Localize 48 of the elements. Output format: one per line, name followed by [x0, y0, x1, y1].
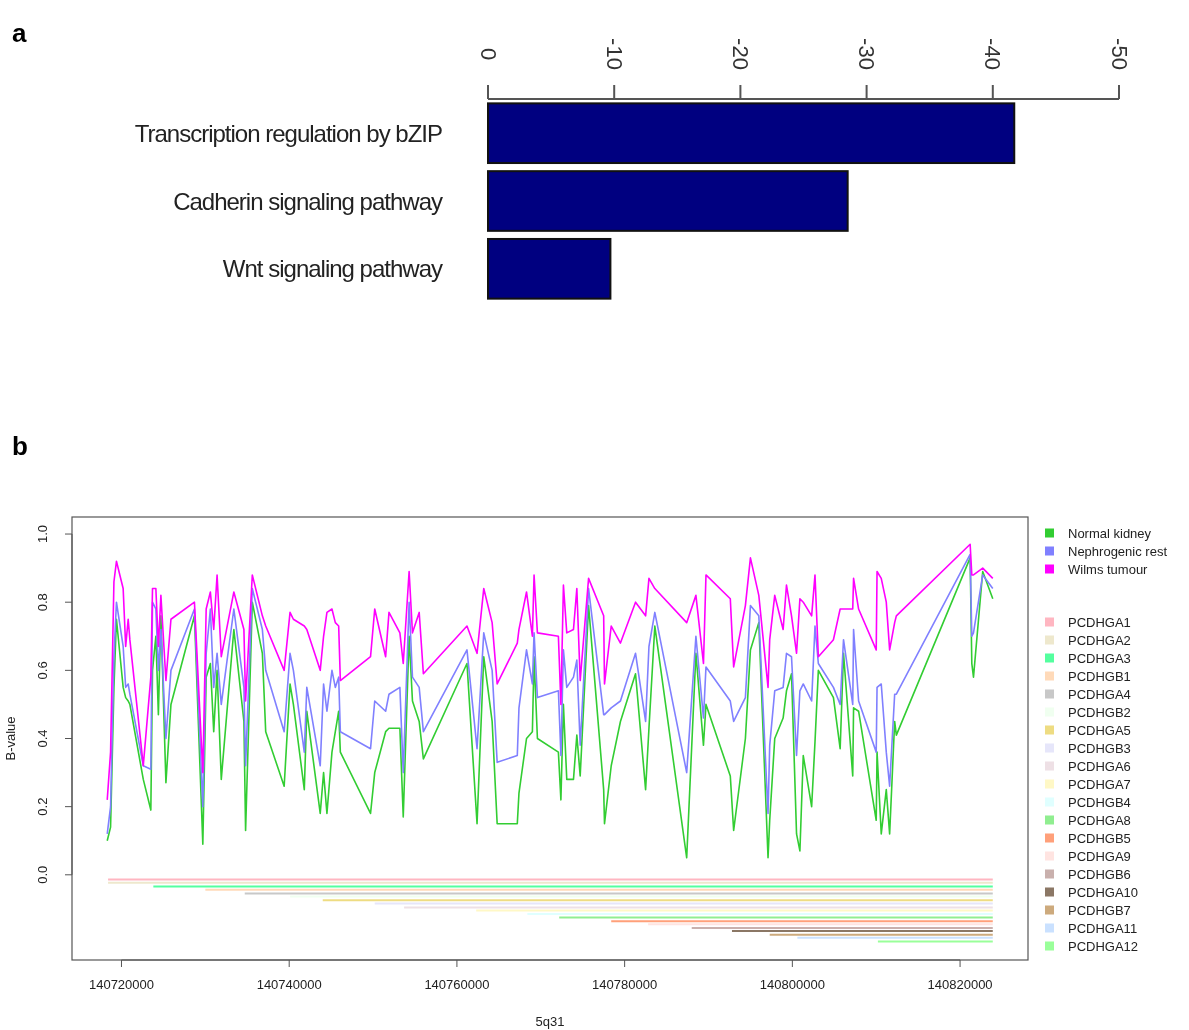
legend-label: Nephrogenic rest	[1068, 543, 1168, 559]
chart-title: b	[12, 431, 28, 461]
x-tick-label: -50	[1106, 38, 1132, 70]
legend-label: PCDHGA9	[1068, 848, 1131, 864]
x-tick-label: 140820000	[927, 976, 993, 992]
legend-label: PCDHGA1	[1068, 614, 1131, 630]
y-tick-label: 0.8	[34, 593, 50, 612]
legend-label: PCDHGA3	[1068, 650, 1131, 666]
y-tick-label: Cadherin signaling pathway	[173, 187, 443, 215]
x-tick-label: 140780000	[592, 976, 658, 992]
y-tick-label: 1.0	[34, 525, 50, 544]
y-tick-label: 0.0	[34, 865, 50, 884]
y-tick-label: 0.6	[34, 661, 50, 680]
legend-label: PCDHGB3	[1068, 740, 1131, 756]
legend-label: PCDHGB1	[1068, 668, 1131, 684]
text: a	[12, 18, 27, 48]
legend-label: PCDHGA12	[1068, 938, 1139, 954]
y-tick-label: 0.2	[34, 797, 50, 816]
x-tick-label: -20	[727, 38, 753, 70]
legend-label: PCDHGA10	[1068, 884, 1139, 900]
x-tick-label: -10	[601, 38, 627, 70]
y-tick-label: Wnt signaling pathway	[222, 255, 443, 283]
x-axis-title: 5q31	[535, 1013, 565, 1029]
legend-label: PCDHGB5	[1068, 830, 1131, 846]
x-tick-label: 140760000	[424, 976, 490, 992]
legend-label: PCDHGA5	[1068, 722, 1131, 738]
legend-label: PCDHGA7	[1068, 776, 1131, 792]
legend-label: Normal kidney	[1068, 525, 1152, 541]
legend-label: PCDHGA8	[1068, 812, 1131, 828]
legend-label: PCDHGB2	[1068, 704, 1131, 720]
x-tick-label: 140720000	[88, 976, 155, 992]
line-series	[106, 543, 994, 801]
legend-label: PCDHGA2	[1068, 632, 1131, 648]
legend-label: PCDHGA4	[1068, 686, 1131, 702]
legend-label: PCDHGA11	[1068, 920, 1138, 936]
x-tick-label: 140740000	[256, 976, 322, 992]
y-tick-label: 0.4	[34, 729, 50, 748]
legend-label: PCDHGB4	[1068, 794, 1131, 810]
y-axis-title: B-value	[2, 716, 18, 761]
x-tick-label: -40	[980, 38, 1006, 70]
x-tick-label: 140800000	[759, 976, 825, 992]
legend-label: PCDHGA6	[1068, 758, 1131, 774]
legend-label: PCDHGB7	[1068, 902, 1131, 918]
x-tick-label: -30	[854, 38, 880, 70]
x-tick-label: 0	[475, 47, 501, 61]
legend-label: Wilms tumour	[1068, 561, 1149, 577]
y-tick-label: Transcription regulation by bZIP	[134, 119, 442, 147]
legend-label: PCDHGB6	[1068, 866, 1131, 882]
